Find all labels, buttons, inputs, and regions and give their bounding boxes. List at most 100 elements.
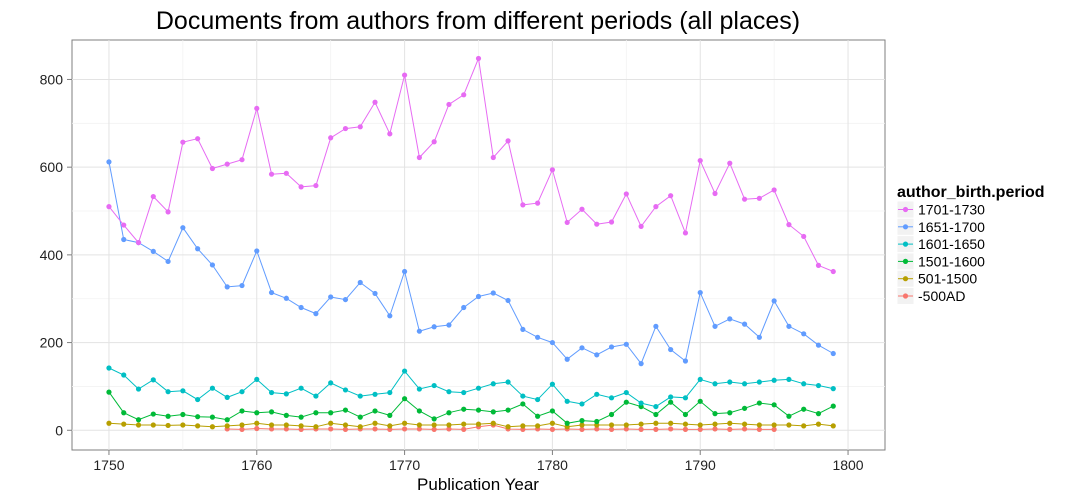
- data-point: [608, 395, 615, 401]
- legend-key-point: [902, 224, 909, 230]
- data-point: [697, 376, 703, 383]
- data-point: [741, 421, 748, 427]
- data-point: [180, 411, 186, 418]
- data-point: [431, 324, 437, 330]
- data-point: [239, 157, 245, 163]
- data-point: [195, 423, 201, 429]
- data-point: [416, 386, 422, 392]
- data-point: [623, 422, 629, 428]
- data-point: [268, 171, 275, 177]
- data-point: [653, 323, 659, 329]
- y-tick-label: 800: [40, 71, 64, 87]
- data-point: [106, 159, 112, 165]
- y-tick-label: 600: [40, 159, 64, 175]
- data-point: [180, 139, 186, 145]
- data-point: [313, 182, 319, 189]
- data-point: [786, 376, 792, 383]
- data-point: [756, 334, 762, 340]
- legend-item: 501-1500: [896, 269, 977, 288]
- data-point: [283, 295, 289, 301]
- data-point: [771, 402, 777, 408]
- data-point: [520, 423, 526, 429]
- data-point: [461, 92, 467, 98]
- data-point: [135, 422, 142, 428]
- data-point: [549, 408, 556, 414]
- data-point: [638, 426, 644, 432]
- data-point: [165, 422, 171, 429]
- y-tick-label: 400: [40, 247, 64, 263]
- legend-key-point: [902, 276, 909, 282]
- data-point: [224, 417, 230, 423]
- data-point: [254, 105, 260, 112]
- data-point: [490, 290, 496, 296]
- data-point: [165, 413, 171, 419]
- data-point: [254, 425, 260, 432]
- data-point: [239, 422, 245, 428]
- series-1701-1730: [106, 55, 836, 275]
- series-group: [106, 55, 836, 432]
- data-point: [771, 377, 777, 383]
- data-point: [490, 154, 496, 161]
- data-point: [328, 420, 334, 426]
- data-point: [549, 420, 556, 426]
- data-point: [342, 296, 349, 303]
- data-point: [712, 381, 718, 387]
- data-point: [328, 294, 334, 300]
- data-point: [446, 426, 452, 432]
- legend-key-point: [902, 258, 909, 264]
- data-point: [505, 138, 511, 144]
- data-point: [431, 422, 437, 428]
- data-point: [224, 284, 230, 290]
- data-point: [209, 414, 216, 420]
- x-axis: 1750 1760 1770 1780 1790 1800: [93, 450, 864, 473]
- data-point: [313, 393, 319, 399]
- data-point: [535, 423, 541, 429]
- data-point: [106, 204, 112, 210]
- data-point: [682, 421, 689, 427]
- data-point: [475, 421, 482, 427]
- data-point: [461, 406, 467, 412]
- data-point: [623, 399, 629, 405]
- data-point: [490, 381, 496, 387]
- data-point: [357, 393, 363, 399]
- data-point: [490, 420, 496, 426]
- data-point: [387, 389, 393, 396]
- data-point: [712, 411, 718, 417]
- data-point: [224, 423, 230, 429]
- data-point: [535, 200, 541, 206]
- data-point: [372, 99, 378, 105]
- data-point: [682, 395, 689, 401]
- data-point: [564, 398, 570, 404]
- data-point: [195, 136, 201, 142]
- data-point: [549, 339, 556, 346]
- data-point: [357, 414, 363, 420]
- data-point: [741, 321, 748, 327]
- data-point: [387, 313, 393, 319]
- legend-item: 1601-1650: [896, 235, 985, 254]
- legend-key-point: [902, 206, 909, 213]
- data-point: [697, 422, 703, 428]
- data-point: [106, 420, 112, 426]
- data-point: [520, 326, 526, 333]
- data-point: [549, 426, 556, 432]
- data-point: [712, 190, 718, 197]
- legend-title: author_birth.period: [897, 184, 1045, 201]
- data-point: [401, 396, 408, 402]
- data-point: [653, 411, 659, 418]
- data-point: [535, 334, 541, 340]
- data-point: [771, 426, 777, 432]
- data-point: [283, 391, 289, 397]
- data-point: [830, 403, 836, 409]
- data-point: [268, 389, 275, 396]
- data-point: [401, 268, 408, 275]
- data-point: [653, 420, 659, 426]
- data-point: [283, 422, 289, 428]
- data-point: [801, 423, 807, 429]
- legend-label: 1651-1700: [918, 219, 985, 235]
- data-point: [608, 411, 615, 418]
- x-axis-label: Publication Year: [417, 475, 539, 494]
- data-point: [150, 422, 156, 428]
- data-point: [594, 352, 600, 358]
- data-point: [668, 193, 674, 199]
